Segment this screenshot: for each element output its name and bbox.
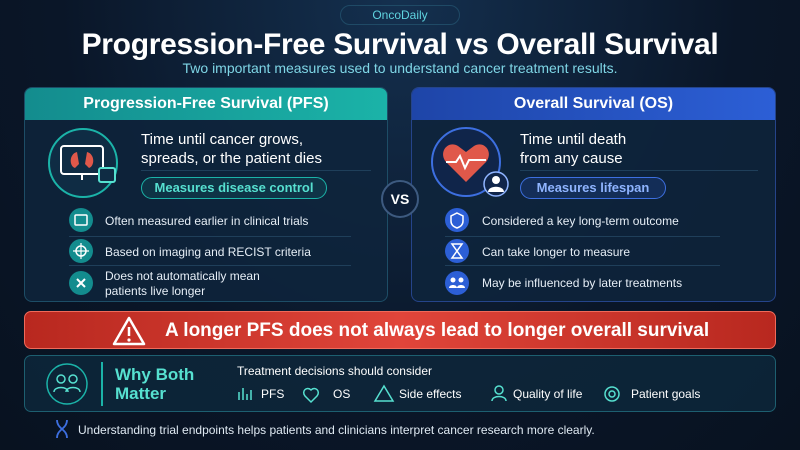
warning-banner: A longer PFS does not always lead to lon…	[24, 311, 776, 349]
os-badge: Measures lifespan	[520, 177, 666, 199]
decoration	[74, 214, 88, 226]
decoration	[445, 208, 469, 232]
factor: PFS	[261, 387, 285, 401]
decoration	[238, 388, 252, 400]
decoration	[127, 338, 131, 342]
decoration	[491, 395, 507, 402]
decoration	[69, 236, 351, 237]
decoration	[445, 271, 469, 295]
pfs-point: Often measured earlier in clinical trial…	[105, 214, 309, 228]
decoration	[520, 170, 758, 171]
people-icon	[46, 363, 88, 405]
decoration: Why Both Matter	[115, 365, 194, 403]
decoration	[450, 243, 464, 259]
decoration	[70, 152, 94, 168]
pfs-badge: Measures disease control	[141, 177, 327, 199]
pfs-point: Does not automatically mean	[105, 269, 260, 283]
why-heading: Matter	[115, 384, 167, 403]
decoration	[101, 362, 103, 406]
factor: Quality of life	[513, 387, 583, 401]
decoration	[302, 387, 320, 404]
why-intro: Treatment decisions should consider	[237, 364, 432, 378]
decoration	[449, 285, 465, 288]
decoration	[488, 186, 504, 192]
footer: Understanding trial endpoints helps pati…	[78, 423, 595, 437]
pfs-point: Based on imaging and RECIST criteria	[105, 245, 311, 259]
decoration: Time until death from any cause	[520, 130, 626, 168]
decoration	[56, 374, 66, 384]
factor: Side effects	[399, 387, 462, 401]
decoration	[46, 363, 88, 405]
decoration	[112, 316, 146, 346]
subtitle: Two important measures used to understan…	[182, 60, 618, 76]
decoration	[68, 374, 78, 384]
decoration	[69, 208, 93, 232]
pfs-heading: Progression-Free Survival (PFS)	[25, 88, 387, 120]
decoration	[373, 384, 395, 402]
pfs-point: patients live longer	[105, 284, 206, 298]
decoration	[443, 144, 489, 182]
title: Progression-Free Survival vs Overall Sur…	[81, 28, 719, 61]
os-definition: Time until death	[520, 131, 627, 148]
decoration	[446, 153, 486, 171]
why-heading: Why Both	[115, 365, 195, 384]
os-point: Can take longer to measure	[482, 245, 631, 259]
decoration	[56, 419, 68, 439]
pfs-point-icons	[69, 208, 93, 295]
monitor-icon	[48, 128, 118, 198]
factor: OS	[333, 387, 351, 401]
decoration	[73, 243, 89, 259]
decoration	[608, 390, 616, 398]
decoration	[445, 236, 720, 237]
os-card: Overall Survival (OS) Time until death f…	[411, 87, 776, 302]
pfs-definition: Time until cancer grows,	[141, 131, 303, 148]
vs-badge: VS	[381, 180, 419, 218]
decoration	[445, 265, 720, 266]
brand: OncoDaily	[340, 5, 460, 25]
os-point: Considered a key long-term outcome	[482, 214, 679, 228]
os-heading: Overall Survival (OS)	[412, 88, 775, 120]
heart-icon	[431, 127, 509, 197]
why-box: Why Both Matter Treatment decisions shou…	[24, 355, 776, 412]
os-point-icons	[445, 208, 469, 295]
dna-icon	[56, 419, 68, 439]
factor: Patient goals	[631, 387, 701, 401]
os-definition: from any cause	[520, 150, 623, 167]
warning-text: A longer PFS does not always lead to lon…	[165, 320, 710, 341]
decoration	[76, 278, 86, 288]
decoration	[450, 212, 464, 229]
decoration	[53, 386, 81, 393]
decoration	[494, 385, 504, 395]
decoration	[604, 386, 620, 402]
decoration	[450, 277, 456, 283]
os-point: May be influenced by later treatments	[482, 276, 683, 290]
decoration	[98, 167, 116, 183]
warning-icon	[112, 316, 146, 346]
decoration	[458, 277, 464, 283]
decoration: Time until cancer grows, spreads, or the…	[141, 130, 322, 168]
decoration	[141, 170, 371, 171]
pfs-definition: spreads, or the patient dies	[141, 150, 322, 167]
decoration	[48, 128, 118, 198]
pfs-card: Progression-Free Survival (PFS) Time unt…	[24, 87, 388, 302]
factor-icons	[238, 384, 620, 404]
decoration	[492, 176, 500, 184]
decoration	[69, 265, 351, 266]
